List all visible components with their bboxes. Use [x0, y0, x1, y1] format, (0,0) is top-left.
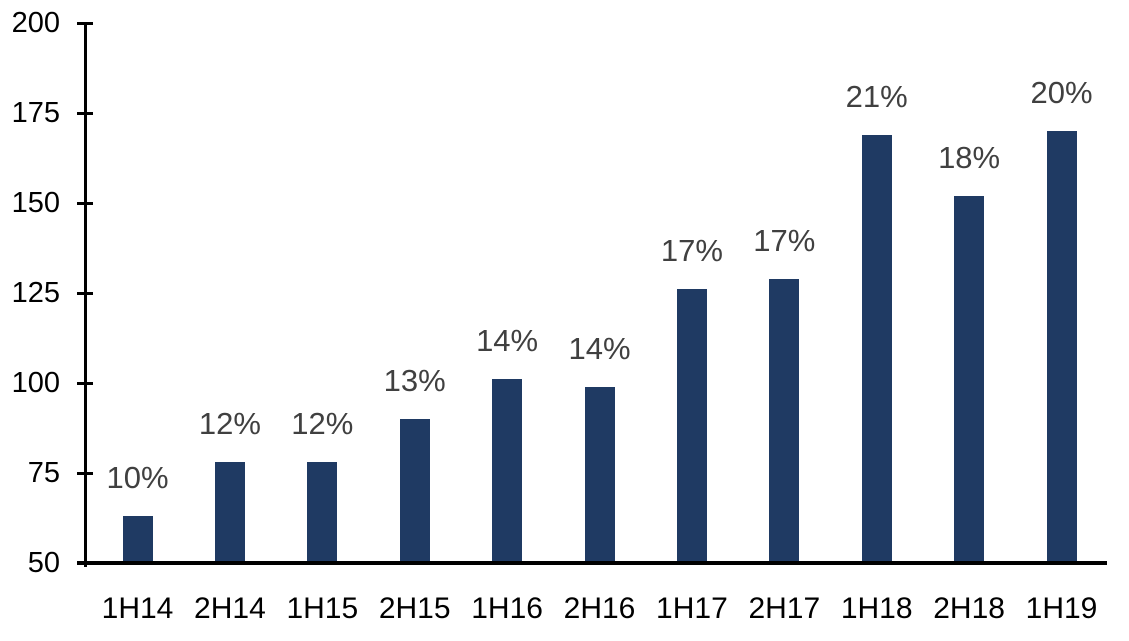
x-tick-label: 2H17 — [748, 592, 821, 625]
bar-value-label: 14% — [476, 323, 539, 358]
bar-value-label: 12% — [198, 406, 261, 441]
x-tick-label: 2H14 — [194, 592, 266, 625]
bar — [954, 196, 985, 563]
y-tick-label: 75 — [27, 457, 60, 489]
bar-value-label: 21% — [845, 79, 908, 114]
bar — [492, 379, 523, 563]
bar — [307, 462, 338, 563]
x-tick-label: 2H15 — [378, 592, 451, 625]
x-tick-label: 1H19 — [1025, 592, 1098, 625]
bar — [399, 419, 430, 563]
bar — [584, 387, 615, 563]
x-tick-label: 1H15 — [286, 592, 359, 625]
bar — [769, 279, 800, 563]
bar-value-label: 17% — [753, 223, 816, 258]
x-tick-label: 1H17 — [656, 592, 728, 625]
bar-value-label: 20% — [1030, 75, 1093, 110]
y-tick-label: 150 — [11, 187, 60, 219]
y-tick-label: 100 — [11, 367, 60, 399]
x-tick-label: 1H14 — [101, 592, 174, 625]
bar — [861, 135, 892, 563]
x-axis-line — [77, 561, 1107, 565]
x-tick-label: 2H18 — [933, 592, 1005, 625]
y-tick-label: 50 — [27, 547, 60, 579]
y-tick-label: 175 — [11, 97, 60, 129]
bar-value-label: 13% — [383, 363, 446, 398]
bar — [214, 462, 245, 563]
x-tick-label: 2H16 — [563, 592, 636, 625]
y-tick-label: 125 — [11, 277, 60, 309]
x-tick-label: 1H18 — [840, 592, 913, 625]
bar-value-label: 14% — [568, 331, 631, 366]
y-axis-line — [84, 22, 87, 567]
x-tick-label: 1H16 — [471, 592, 543, 625]
bar — [1046, 131, 1077, 563]
bar-value-label: 18% — [938, 140, 1001, 175]
y-tick-label: 200 — [11, 7, 60, 39]
bar-value-label: 17% — [660, 233, 723, 268]
bar — [676, 289, 707, 563]
bar-value-label: 10% — [106, 460, 169, 495]
bar-value-label: 12% — [291, 406, 354, 441]
bar — [122, 516, 153, 563]
